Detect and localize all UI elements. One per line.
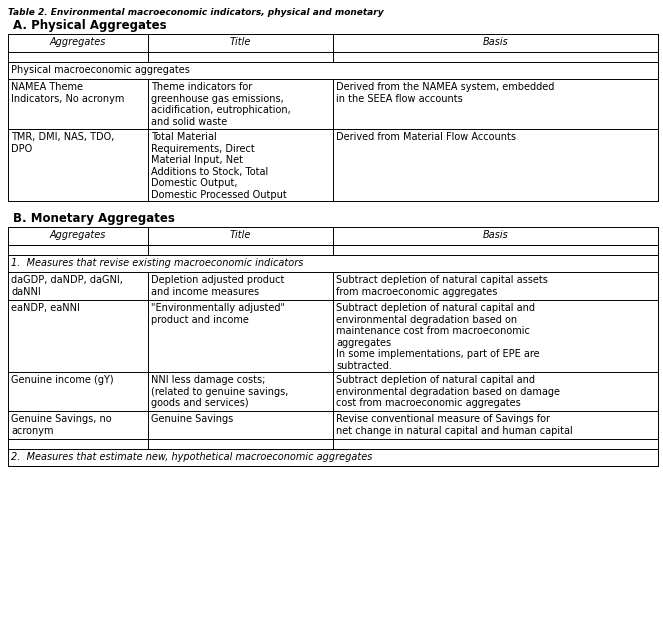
Text: B. Monetary Aggregates: B. Monetary Aggregates: [13, 212, 175, 225]
Text: Table 2. Environmental macroeconomic indicators, physical and monetary: Table 2. Environmental macroeconomic ind…: [8, 8, 384, 17]
Text: Aggregates: Aggregates: [50, 230, 106, 240]
Text: eaNDP, eaNNI: eaNDP, eaNNI: [11, 303, 80, 313]
Text: NNI less damage costs;
(related to genuine savings,
goods and services): NNI less damage costs; (related to genui…: [151, 375, 288, 408]
Text: Subtract depletion of natural capital assets
from macroeconomic aggregates: Subtract depletion of natural capital as…: [336, 275, 548, 297]
Text: Genuine Savings, no
acronym: Genuine Savings, no acronym: [11, 414, 111, 436]
Text: TMR, DMI, NAS, TDO,
DPO: TMR, DMI, NAS, TDO, DPO: [11, 132, 115, 154]
Text: Title: Title: [229, 230, 251, 240]
Text: "Environmentally adjusted"
product and income: "Environmentally adjusted" product and i…: [151, 303, 284, 325]
Text: 1.  Measures that revise existing macroeconomic indicators: 1. Measures that revise existing macroec…: [11, 258, 304, 268]
Text: A. Physical Aggregates: A. Physical Aggregates: [13, 19, 166, 32]
Text: 2.  Measures that estimate new, hypothetical macroeconomic aggregates: 2. Measures that estimate new, hypotheti…: [11, 452, 373, 462]
Text: Genuine Savings: Genuine Savings: [151, 414, 233, 424]
Text: Title: Title: [229, 37, 251, 47]
Text: Revise conventional measure of Savings for
net change in natural capital and hum: Revise conventional measure of Savings f…: [336, 414, 573, 436]
Text: Physical macroeconomic aggregates: Physical macroeconomic aggregates: [11, 65, 190, 75]
Text: Derived from Material Flow Accounts: Derived from Material Flow Accounts: [336, 132, 516, 142]
Text: Aggregates: Aggregates: [50, 37, 106, 47]
Text: Genuine income (gY): Genuine income (gY): [11, 375, 113, 385]
Text: Depletion adjusted product
and income measures: Depletion adjusted product and income me…: [151, 275, 284, 297]
Text: Basis: Basis: [483, 37, 509, 47]
Text: Total Material
Requirements, Direct
Material Input, Net
Additions to Stock, Tota: Total Material Requirements, Direct Mate…: [151, 132, 286, 200]
Text: Subtract depletion of natural capital and
environmental degradation based on dam: Subtract depletion of natural capital an…: [336, 375, 560, 408]
Text: NAMEA Theme
Indicators, No acronym: NAMEA Theme Indicators, No acronym: [11, 82, 125, 103]
Text: Theme indicators for
greenhouse gas emissions,
acidification, eutrophication,
an: Theme indicators for greenhouse gas emis…: [151, 82, 290, 127]
Text: daGDP, daNDP, daGNI,
daNNI: daGDP, daNDP, daGNI, daNNI: [11, 275, 123, 297]
Text: Subtract depletion of natural capital and
environmental degradation based on
mai: Subtract depletion of natural capital an…: [336, 303, 540, 371]
Text: Derived from the NAMEA system, embedded
in the SEEA flow accounts: Derived from the NAMEA system, embedded …: [336, 82, 554, 103]
Text: Basis: Basis: [483, 230, 509, 240]
